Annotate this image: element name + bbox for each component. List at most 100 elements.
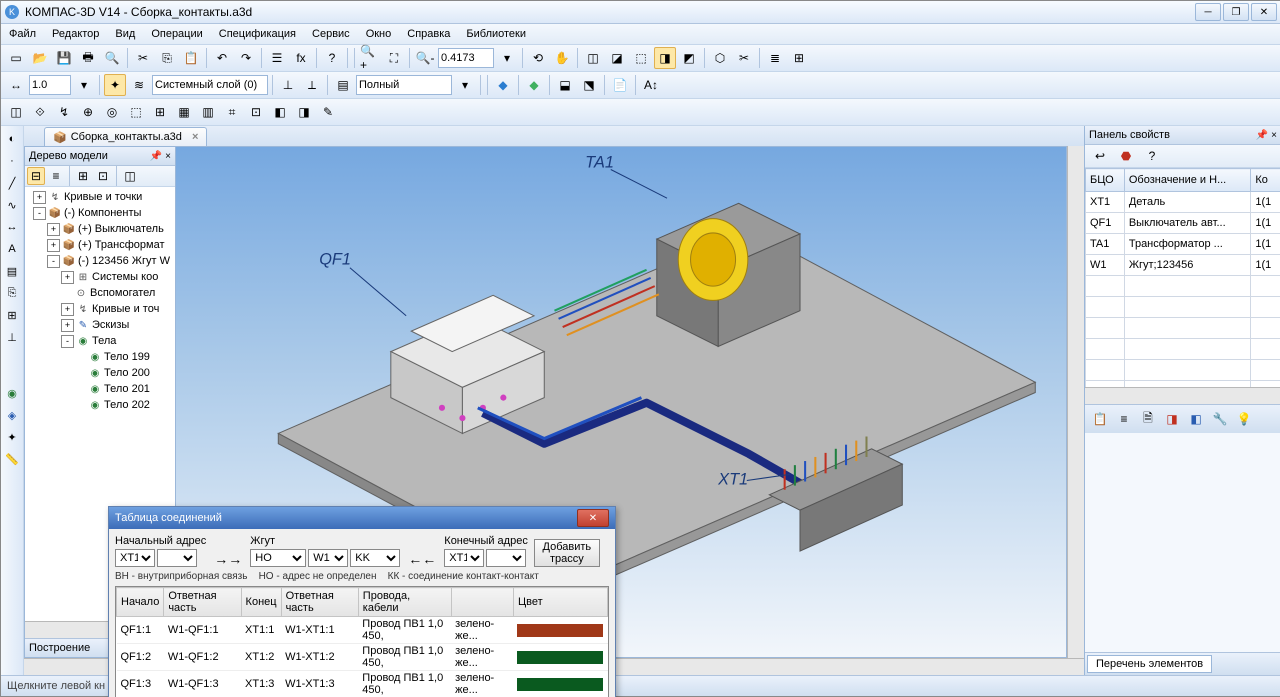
kk-select[interactable]: KK: [350, 549, 400, 567]
t3-9-icon[interactable]: ▥: [197, 101, 219, 123]
tree-item[interactable]: +↯Кривые и точки: [27, 189, 173, 205]
open-icon[interactable]: 📂: [29, 47, 51, 69]
ls-body-icon[interactable]: ◉: [3, 384, 21, 402]
rp-6-icon[interactable]: 🔧: [1209, 408, 1231, 430]
t3-4-icon[interactable]: ⊕: [77, 101, 99, 123]
ls-meas-icon[interactable]: 📏: [3, 450, 21, 468]
new-icon[interactable]: ▭: [5, 47, 27, 69]
menu-Редактор[interactable]: Редактор: [48, 26, 103, 42]
tree-item[interactable]: ◉Тело 200: [27, 365, 173, 381]
dd2-icon[interactable]: ▾: [454, 74, 476, 96]
tree-item[interactable]: -📦(-) Компоненты: [27, 205, 173, 221]
view2-icon[interactable]: ◪: [606, 47, 628, 69]
ls-geom-icon[interactable]: ◐: [3, 130, 21, 148]
t3-7-icon[interactable]: ⊞: [149, 101, 171, 123]
copy-icon[interactable]: ⎘: [156, 47, 178, 69]
pin-icon[interactable]: 📌 ×: [150, 151, 171, 162]
t3-8-icon[interactable]: ▦: [173, 101, 195, 123]
zoom-input[interactable]: [438, 48, 494, 68]
t3-1-icon[interactable]: ◫: [5, 101, 27, 123]
tag2-icon[interactable]: ⬔: [578, 74, 600, 96]
tree-mode1-icon[interactable]: ⊟: [27, 167, 45, 185]
ls-sym-icon[interactable]: ⊥: [3, 328, 21, 346]
ls-surf-icon[interactable]: ◈: [3, 406, 21, 424]
tree-b2-icon[interactable]: ⊡: [94, 167, 112, 185]
t3-5-icon[interactable]: ◎: [101, 101, 123, 123]
persp-icon[interactable]: ⬡: [709, 47, 731, 69]
props-footer-tab[interactable]: Перечень элементов: [1087, 655, 1212, 673]
state-icon[interactable]: ▤: [332, 74, 354, 96]
layer-select[interactable]: [152, 75, 268, 95]
dropdown-icon[interactable]: ▾: [496, 47, 518, 69]
tree-item[interactable]: +✎Эскизы: [27, 317, 173, 333]
table-row[interactable]: TA1Трансформатор ...1(1: [1086, 234, 1280, 255]
t3-14-icon[interactable]: ✎: [317, 101, 339, 123]
pan-icon[interactable]: ✋: [551, 47, 573, 69]
end-addr-select[interactable]: XT1: [444, 549, 484, 567]
rp-3-icon[interactable]: 🗎: [1137, 408, 1159, 430]
tree-item[interactable]: +⊞Системы коо: [27, 269, 173, 285]
axis1-icon[interactable]: ⊥: [277, 74, 299, 96]
props-grid[interactable]: БЦООбозначение и Н...КоXT1Деталь1(1QF1Вы…: [1085, 168, 1280, 387]
props-back-icon[interactable]: ↩: [1089, 145, 1111, 167]
menu-Операции[interactable]: Операции: [147, 26, 206, 42]
w-select[interactable]: W1: [308, 549, 348, 567]
paste-icon[interactable]: 📋: [180, 47, 202, 69]
text-icon[interactable]: A↕: [640, 74, 662, 96]
close-tab-icon[interactable]: ×: [192, 131, 198, 143]
t3-13-icon[interactable]: ◨: [293, 101, 315, 123]
table-row[interactable]: QF1:2W1-QF1:2XT1:2W1-XT1:2Провод ПВ1 1,0…: [117, 644, 608, 671]
close-button[interactable]: ✕: [1251, 3, 1277, 21]
rp-4-icon[interactable]: ◨: [1161, 408, 1183, 430]
viewport-vscroll[interactable]: [1067, 146, 1084, 658]
help-icon[interactable]: ?: [321, 47, 343, 69]
tree-b1-icon[interactable]: ⊞: [74, 167, 92, 185]
tree-item[interactable]: ⊙Вспомогател: [27, 285, 173, 301]
rp-5-icon[interactable]: ◧: [1185, 408, 1207, 430]
tree-item[interactable]: -📦(-) 123456 Жгут W: [27, 253, 173, 269]
tree-item[interactable]: ◉Тело 199: [27, 349, 173, 365]
ls-line-icon[interactable]: ╱: [3, 174, 21, 192]
menu-Вид[interactable]: Вид: [111, 26, 139, 42]
ls-array-icon[interactable]: ⊞: [3, 306, 21, 324]
tree-item[interactable]: +📦(+) Трансформат: [27, 237, 173, 253]
tree-item[interactable]: +📦(+) Выключатель: [27, 221, 173, 237]
view-shaded-icon[interactable]: ◨: [654, 47, 676, 69]
menu-Справка[interactable]: Справка: [403, 26, 454, 42]
ls-text-icon[interactable]: A: [3, 240, 21, 258]
menu-Сервис[interactable]: Сервис: [308, 26, 354, 42]
t3-3-icon[interactable]: ↯: [53, 101, 75, 123]
t3-2-icon[interactable]: ⟐: [29, 101, 51, 123]
menu-Окно[interactable]: Окно: [362, 26, 396, 42]
snap-icon[interactable]: ✦: [104, 74, 126, 96]
view1-icon[interactable]: ◫: [582, 47, 604, 69]
minimize-button[interactable]: ─: [1195, 3, 1221, 21]
preview-icon[interactable]: 🔍: [101, 47, 123, 69]
end-addr-sub[interactable]: [486, 549, 526, 567]
connections-table[interactable]: НачалоОтветная частьКонецОтветная частьП…: [115, 586, 609, 697]
menu-Спецификация[interactable]: Спецификация: [215, 26, 300, 42]
rp-2-icon[interactable]: ≡: [1113, 408, 1135, 430]
report-icon[interactable]: 📄: [609, 74, 631, 96]
view5-icon[interactable]: ◩: [678, 47, 700, 69]
size-icon[interactable]: ↔: [5, 74, 27, 96]
view3-icon[interactable]: ⬚: [630, 47, 652, 69]
size-input[interactable]: [29, 75, 71, 95]
t3-6-icon[interactable]: ⬚: [125, 101, 147, 123]
axis2-icon[interactable]: ⟂: [301, 74, 323, 96]
cut-icon[interactable]: ✂: [132, 47, 154, 69]
vars-icon[interactable]: fx: [290, 47, 312, 69]
menu-Файл[interactable]: Файл: [5, 26, 40, 42]
tree-item[interactable]: ◉Тело 202: [27, 397, 173, 413]
table-row[interactable]: QF1Выключатель авт...1(1: [1086, 213, 1280, 234]
table-row[interactable]: QF1:3W1-QF1:3XT1:3W1-XT1:3Провод ПВ1 1,0…: [117, 671, 608, 697]
t3-10-icon[interactable]: ⌗: [221, 101, 243, 123]
maximize-button[interactable]: ❐: [1223, 3, 1249, 21]
undo-icon[interactable]: ↶: [211, 47, 233, 69]
state-select[interactable]: [356, 75, 452, 95]
rp-bulb-icon[interactable]: 💡: [1233, 408, 1255, 430]
tree-b3-icon[interactable]: ◫: [121, 167, 139, 185]
redo-icon[interactable]: ↷: [235, 47, 257, 69]
ls-point-icon[interactable]: ·: [3, 152, 21, 170]
grid-icon[interactable]: ⊞: [788, 47, 810, 69]
